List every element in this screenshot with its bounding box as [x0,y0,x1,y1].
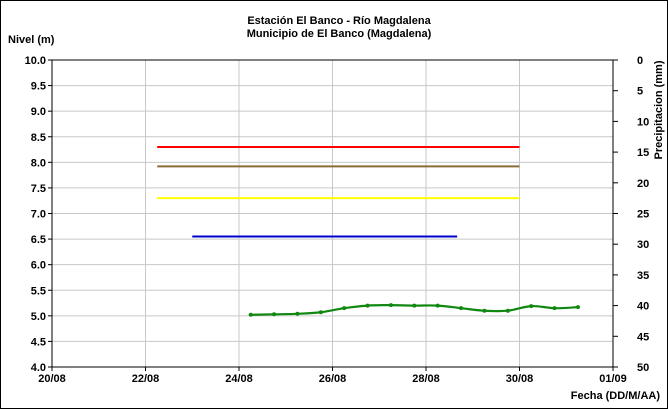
x-axis-label: Fecha (DD/M/AA) [571,390,661,402]
y-tick-label: 8.0 [31,157,46,169]
y2-tick-label: 5 [637,86,643,98]
y-tick-label: 4.0 [31,362,46,374]
y2-tick-label: 45 [637,331,649,343]
x-tick-label: 26/08 [319,373,347,385]
data-point [365,303,370,308]
data-point [295,311,300,316]
threshold-layer [157,145,520,238]
data-point [482,308,487,313]
y2-axis-label: Precipitacion (mm) [653,60,665,159]
y2-tick-label: 30 [637,239,649,251]
data-point [552,306,557,311]
y-tick-label: 5.5 [31,285,46,297]
y-tick-label: 4.5 [31,336,46,348]
y2-tick-label: 50 [637,362,649,374]
y-tick-label: 5.0 [31,311,46,323]
data-point [529,304,534,309]
y2-tick-label: 20 [637,178,649,190]
data-point [248,312,253,317]
y-tick-label: 7.0 [31,209,46,221]
y2-tick-label: 25 [637,209,649,221]
grid-layer [51,59,614,368]
x-tick-label: 30/08 [506,373,534,385]
y2-tick-label: 15 [637,147,649,159]
y-tick-label: 9.0 [31,106,46,118]
x-tick-label: 22/08 [132,373,160,385]
chart-subtitle: Municipio de El Banco (Magdalena) [247,28,432,40]
chart-title: Estación El Banco - Río Magdalena [247,15,431,27]
y-tick-label: 10.0 [25,55,46,67]
data-point [412,303,417,308]
y2-tick-label: 35 [637,270,649,282]
y2-tick-label: 10 [637,116,649,128]
y-tick-label: 8.5 [31,132,46,144]
data-point [388,303,393,308]
plot-area-border [51,59,614,368]
data-point [342,306,347,311]
series-layer [248,303,580,317]
x-tick-label: 20/08 [38,373,66,385]
y-axis-label: Nivel (m) [8,34,55,46]
x-tick-label: 28/08 [412,373,440,385]
data-point [435,303,440,308]
axis-layer: 4.0 4.5 5.0 5.5 6.0 6.5 7.0 7.5 8.0 8.5 9.0 9.5 10.0… [25,55,650,385]
data-point [272,312,277,317]
x-tick-label: 24/08 [225,373,253,385]
data-point [318,310,323,315]
data-point [575,305,580,310]
y-tick-label: 9.5 [31,81,46,93]
x-tick-label: 01/09 [599,373,627,385]
y2-tick-label: 40 [637,301,649,313]
y-tick-label: 7.5 [31,183,46,195]
y-tick-label: 6.0 [31,260,46,272]
data-point [459,306,464,311]
data-point [505,308,510,313]
y-tick-label: 6.5 [31,234,46,246]
y2-tick-label: 0 [637,55,643,67]
